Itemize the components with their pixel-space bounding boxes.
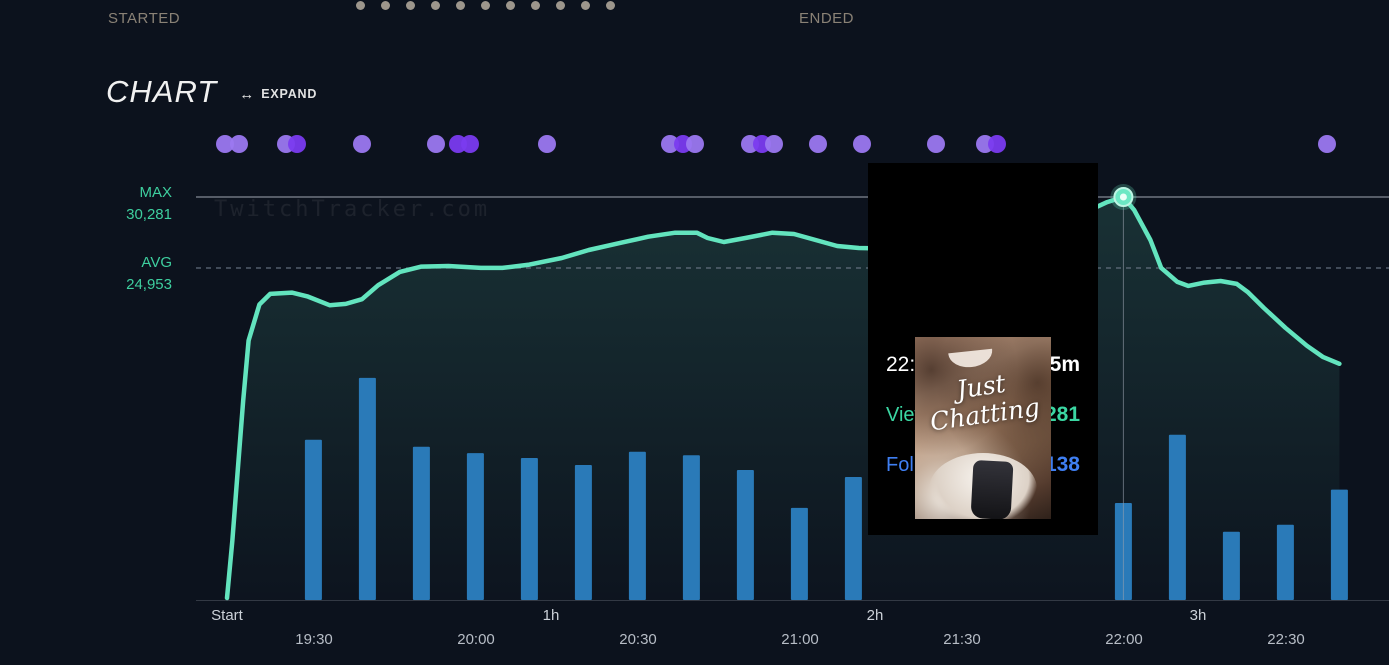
follow-event-dot[interactable] xyxy=(216,135,234,153)
x-axis-hour-label: 1h xyxy=(542,607,560,624)
timeline-dot xyxy=(431,1,440,10)
watermark: TwitchTracker.com xyxy=(214,197,491,222)
follow-event-dot[interactable] xyxy=(288,135,306,153)
followers-bar[interactable] xyxy=(1276,524,1294,600)
expand-arrows-icon: ↔ xyxy=(239,85,255,103)
x-axis-time-label: 21:30 xyxy=(943,631,981,648)
expand-button[interactable]: ↔ EXPAND xyxy=(239,87,317,102)
followers-bar[interactable] xyxy=(412,446,430,600)
follow-event-dot[interactable] xyxy=(809,135,827,153)
timeline-dot xyxy=(481,1,490,10)
x-axis-time-label: 21:00 xyxy=(781,631,819,648)
box-art-microphone xyxy=(970,459,1014,519)
follow-event-dot[interactable] xyxy=(853,135,871,153)
avg-axis-label: AVG 24,953 xyxy=(58,252,172,296)
max-label: MAX xyxy=(139,184,172,201)
follow-event-dot[interactable] xyxy=(1318,135,1336,153)
followers-bar[interactable] xyxy=(736,470,754,600)
avg-value: 24,953 xyxy=(126,276,172,293)
followers-bar[interactable] xyxy=(682,455,700,600)
followers-bar[interactable] xyxy=(466,453,484,600)
x-axis-hour-label: Start xyxy=(211,607,243,624)
x-axis-time-label: 22:30 xyxy=(1267,631,1305,648)
followers-bar[interactable] xyxy=(844,477,862,600)
follow-event-dot[interactable] xyxy=(927,135,945,153)
follow-event-dot[interactable] xyxy=(538,135,556,153)
follow-event-dot[interactable] xyxy=(230,135,248,153)
follow-event-dot[interactable] xyxy=(988,135,1006,153)
x-axis-time-label: 22:00 xyxy=(1105,631,1143,648)
viewers-line[interactable] xyxy=(224,194,1342,601)
chart-header: CHART ↔ EXPAND xyxy=(106,74,317,110)
timeline-dot xyxy=(581,1,590,10)
follow-event-dot[interactable] xyxy=(353,135,371,153)
timeline-dot xyxy=(506,1,515,10)
timeline-dot xyxy=(606,1,615,10)
timeline-dot xyxy=(356,1,365,10)
follow-event-dot[interactable] xyxy=(686,135,704,153)
followers-bar[interactable] xyxy=(574,465,592,600)
max-axis-label: MAX 30,281 xyxy=(58,182,172,226)
followers-bar[interactable] xyxy=(628,451,646,600)
follow-event-dot[interactable] xyxy=(427,135,445,153)
followers-bar[interactable] xyxy=(304,439,322,600)
box-art-smile xyxy=(948,348,994,370)
avg-label: AVG xyxy=(141,254,172,271)
max-value: 30,281 xyxy=(126,206,172,223)
chart-section-title: CHART xyxy=(106,74,218,109)
timeline-dot xyxy=(406,1,415,10)
follow-event-dot[interactable] xyxy=(461,135,479,153)
followers-bar[interactable] xyxy=(1330,489,1348,600)
started-label: STARTED xyxy=(108,10,181,27)
followers-bar[interactable] xyxy=(358,377,376,600)
chart-tooltip: 22:00 2h45m Viewers 30 281 Followers 138… xyxy=(868,163,1098,535)
timeline-dots-row xyxy=(0,0,1389,12)
x-axis-time-label: 19:30 xyxy=(295,631,333,648)
tooltip-followers-value: 138 xyxy=(1044,453,1080,476)
followers-bar[interactable] xyxy=(790,507,808,600)
followers-bar[interactable] xyxy=(520,458,538,600)
timeline-dot xyxy=(531,1,540,10)
x-axis-hour-label: 3h xyxy=(1189,607,1207,624)
followers-bar[interactable] xyxy=(1222,531,1240,600)
timeline-dot xyxy=(456,1,465,10)
timeline-dot xyxy=(381,1,390,10)
expand-label: EXPAND xyxy=(261,87,318,101)
category-box-art: Just Chatting xyxy=(915,337,1051,519)
x-axis-hour-label: 2h xyxy=(866,607,884,624)
ended-label: ENDED xyxy=(799,10,855,27)
followers-bar[interactable] xyxy=(1168,434,1186,600)
x-axis-time-label: 20:00 xyxy=(457,631,495,648)
box-art-title: Just Chatting xyxy=(915,364,1051,437)
x-axis-time-label: 20:30 xyxy=(619,631,657,648)
highlight-point-center xyxy=(1119,193,1127,201)
follow-event-dot[interactable] xyxy=(765,135,783,153)
timeline-dot xyxy=(556,1,565,10)
